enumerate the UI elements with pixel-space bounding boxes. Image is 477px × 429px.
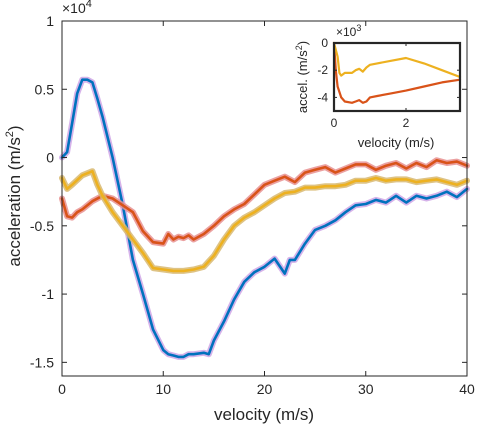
main-y-tick-label: 0 xyxy=(46,150,54,166)
main-y-tick-label: 1 xyxy=(46,13,54,29)
inset-axes-frame xyxy=(332,41,462,113)
inset-series-layer xyxy=(332,41,462,104)
main-y-axis-label: acceleration (m/s2) xyxy=(4,125,24,266)
main-y-tick-label: -1 xyxy=(42,286,55,302)
main-x-tick-label: 30 xyxy=(358,381,374,397)
inset-y-tick-label: -4 xyxy=(317,90,328,104)
inset-x-tick-label: 0 xyxy=(331,116,338,130)
main-x-tick-label: 20 xyxy=(257,381,273,397)
main-series-2-line xyxy=(60,169,469,273)
main-x-tick-label: 40 xyxy=(459,381,475,397)
inset-y-tick-label: -2 xyxy=(317,63,328,77)
main-y-multiplier: ×104 xyxy=(62,0,92,16)
inset-plot: 0 2 0 -2 -4 accel. (m/s2) velocity (m/s) ×10… xyxy=(294,23,462,150)
main-x-tick-label: 10 xyxy=(155,381,171,397)
main-series-0-line xyxy=(60,78,469,359)
inset-y-multiplier: ×103 xyxy=(336,23,361,39)
main-series-layer xyxy=(59,76,470,360)
inset-y-tick-label: 0 xyxy=(321,36,328,50)
inset-background xyxy=(334,43,460,111)
inset-series-1-line xyxy=(332,41,462,79)
main-y-tick-label: -0.5 xyxy=(30,218,54,234)
inset-y-axis-label: accel. (m/s2) xyxy=(294,41,310,113)
inset-axes: 0 2 0 -2 -4 xyxy=(317,36,462,130)
inset-series-0-line xyxy=(332,41,462,104)
main-y-tick-label: 0.5 xyxy=(35,81,55,97)
main-y-tick-label: -1.5 xyxy=(30,354,54,370)
main-series-1-line xyxy=(60,159,469,245)
main-x-tick-label: 0 xyxy=(58,381,66,397)
inset-x-axis-label: velocity (m/s) xyxy=(358,135,435,150)
inset-x-tick-label: 2 xyxy=(403,116,410,130)
main-x-axis-label: velocity (m/s) xyxy=(214,405,314,424)
